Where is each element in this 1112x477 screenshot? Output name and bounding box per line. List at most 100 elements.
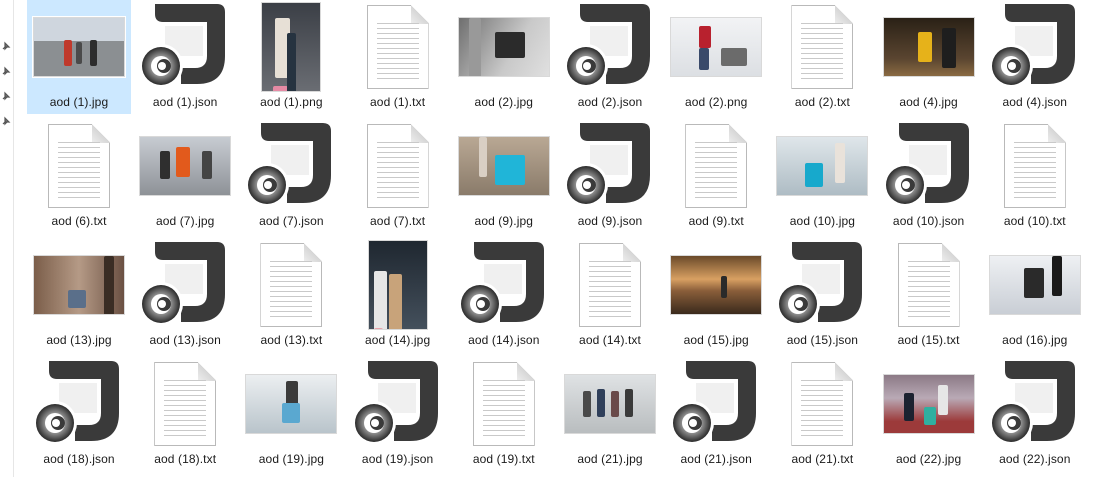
file-thumbnail[interactable] [663, 0, 769, 94]
txt-file-item[interactable]: aod (19).txt [451, 357, 557, 475]
file-thumbnail[interactable] [663, 119, 769, 213]
txt-file-item[interactable]: aod (1).txt [345, 0, 451, 118]
json-file-icon [33, 361, 119, 445]
file-thumbnail[interactable] [345, 0, 451, 94]
file-name-label: aod (21).json [680, 452, 752, 466]
file-thumbnail[interactable] [663, 238, 769, 332]
file-thumbnail[interactable] [26, 119, 132, 213]
json-file-icon [882, 123, 969, 207]
image-file-item[interactable]: aod (1).jpg [26, 0, 132, 118]
json-file-item[interactable]: aod (1).json [132, 0, 238, 118]
pin-icon[interactable] [1, 38, 11, 51]
file-thumbnail[interactable] [132, 0, 238, 94]
txt-file-item[interactable]: aod (9).txt [663, 119, 769, 237]
file-thumbnail[interactable] [238, 0, 344, 94]
image-file-item[interactable]: aod (7).jpg [132, 119, 238, 237]
file-thumbnail[interactable] [345, 238, 451, 332]
image-thumbnail [457, 17, 550, 77]
txt-file-item[interactable]: aod (15).txt [876, 238, 982, 356]
pin-icon[interactable] [1, 63, 11, 76]
file-thumbnail[interactable] [238, 238, 344, 332]
file-thumbnail[interactable] [451, 0, 557, 94]
json-file-item[interactable]: aod (9).json [557, 119, 663, 237]
file-thumbnail[interactable] [557, 357, 663, 451]
file-name-label: aod (14).txt [579, 333, 641, 347]
file-name-label: aod (21).jpg [577, 452, 643, 466]
file-name-label: aod (1).png [260, 95, 323, 109]
json-file-item[interactable]: aod (7).json [238, 119, 344, 237]
txt-file-item[interactable]: aod (13).txt [238, 238, 344, 356]
json-file-item[interactable]: aod (2).json [557, 0, 663, 118]
json-file-item[interactable]: aod (14).json [451, 238, 557, 356]
image-file-item[interactable]: aod (2).png [663, 0, 769, 118]
text-document-icon [579, 243, 641, 327]
json-file-item[interactable]: aod (4).json [982, 0, 1088, 118]
file-icon-grid[interactable]: aod (1).jpg aod (1).json aod (1).png [26, 0, 1110, 477]
file-thumbnail[interactable] [769, 0, 875, 94]
image-file-item[interactable]: aod (15).jpg [663, 238, 769, 356]
file-thumbnail[interactable] [663, 357, 769, 451]
file-thumbnail[interactable] [132, 357, 238, 451]
json-file-item[interactable]: aod (21).json [663, 357, 769, 475]
json-file-item[interactable]: aod (13).json [132, 238, 238, 356]
json-file-item[interactable]: aod (19).json [345, 357, 451, 475]
file-thumbnail[interactable] [345, 357, 451, 451]
file-thumbnail[interactable] [26, 238, 132, 332]
file-thumbnail[interactable] [557, 238, 663, 332]
file-name-label: aod (2).png [684, 95, 748, 109]
image-file-item[interactable]: aod (16).jpg [982, 238, 1088, 356]
txt-file-item[interactable]: aod (14).txt [557, 238, 663, 356]
image-file-item[interactable]: aod (1).png [238, 0, 344, 118]
json-file-item[interactable]: aod (10).json [876, 119, 982, 237]
image-thumbnail [988, 255, 1081, 315]
file-thumbnail[interactable] [132, 238, 238, 332]
text-document-icon [366, 5, 429, 89]
file-thumbnail[interactable] [345, 119, 451, 213]
image-file-item[interactable]: aod (2).jpg [451, 0, 557, 118]
file-thumbnail[interactable] [238, 119, 344, 213]
text-document-icon [791, 5, 854, 89]
text-document-icon [472, 362, 535, 446]
file-thumbnail[interactable] [769, 119, 875, 213]
txt-file-item[interactable]: aod (6).txt [26, 119, 132, 237]
file-thumbnail[interactable] [132, 119, 238, 213]
file-thumbnail[interactable] [876, 0, 982, 94]
file-thumbnail[interactable] [982, 0, 1088, 94]
txt-file-item[interactable]: aod (2).txt [769, 0, 875, 118]
txt-file-item[interactable]: aod (18).txt [132, 357, 238, 475]
image-file-item[interactable]: aod (14).jpg [345, 238, 451, 356]
pin-icon[interactable] [1, 88, 11, 101]
pin-icon[interactable] [1, 113, 11, 126]
file-thumbnail[interactable] [876, 238, 982, 332]
file-thumbnail[interactable] [557, 0, 663, 94]
image-file-item[interactable]: aod (22).jpg [876, 357, 982, 475]
json-file-item[interactable]: aod (22).json [982, 357, 1088, 475]
file-thumbnail[interactable] [26, 357, 132, 451]
json-file-item[interactable]: aod (15).json [769, 238, 875, 356]
image-file-item[interactable]: aod (13).jpg [26, 238, 132, 356]
txt-file-item[interactable]: aod (10).txt [982, 119, 1088, 237]
image-file-item[interactable]: aod (19).jpg [238, 357, 344, 475]
file-thumbnail[interactable] [876, 119, 982, 213]
text-document-icon [260, 243, 323, 327]
image-file-item[interactable]: aod (9).jpg [451, 119, 557, 237]
file-thumbnail[interactable] [982, 119, 1088, 213]
file-thumbnail[interactable] [982, 357, 1088, 451]
file-thumbnail[interactable] [982, 238, 1088, 332]
file-thumbnail[interactable] [769, 357, 875, 451]
file-thumbnail[interactable] [451, 119, 557, 213]
file-thumbnail[interactable] [26, 0, 132, 94]
file-thumbnail[interactable] [876, 357, 982, 451]
image-file-item[interactable]: aod (21).jpg [557, 357, 663, 475]
image-file-item[interactable]: aod (10).jpg [769, 119, 875, 237]
image-thumbnail [882, 374, 975, 434]
txt-file-item[interactable]: aod (7).txt [345, 119, 451, 237]
json-file-item[interactable]: aod (18).json [26, 357, 132, 475]
txt-file-item[interactable]: aod (21).txt [769, 357, 875, 475]
file-thumbnail[interactable] [451, 238, 557, 332]
image-file-item[interactable]: aod (4).jpg [876, 0, 982, 118]
file-thumbnail[interactable] [557, 119, 663, 213]
file-thumbnail[interactable] [238, 357, 344, 451]
file-thumbnail[interactable] [769, 238, 875, 332]
file-thumbnail[interactable] [451, 357, 557, 451]
